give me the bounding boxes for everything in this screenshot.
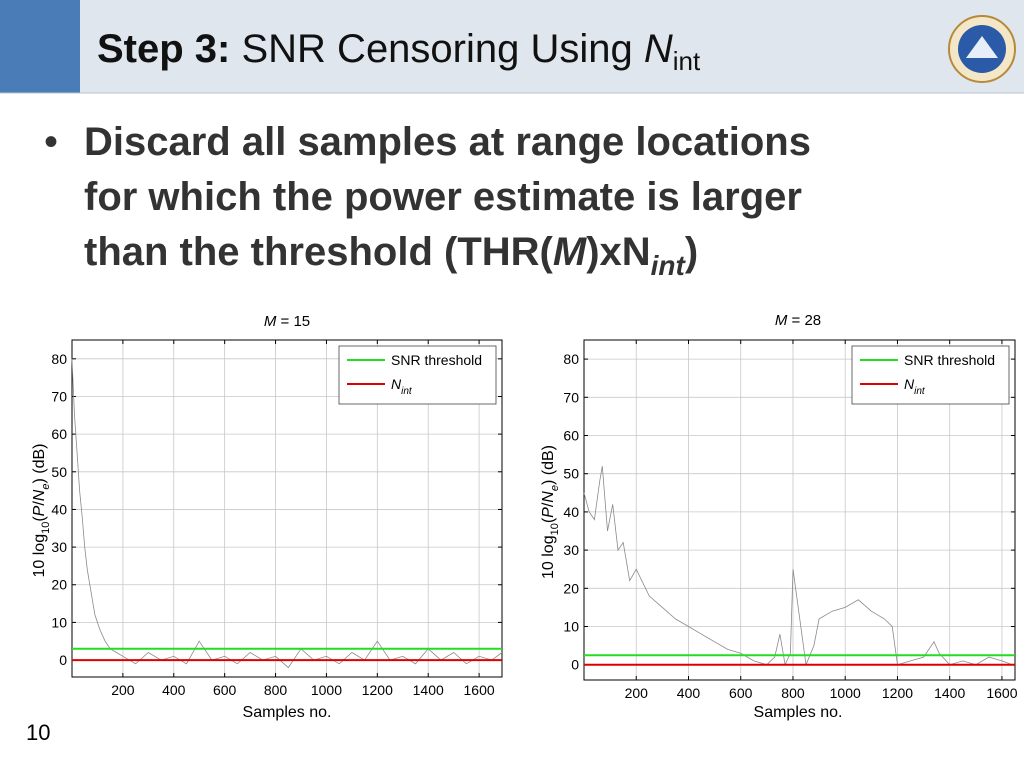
y-tick-label: 70 bbox=[563, 389, 579, 405]
y-label-part: ) (dB) bbox=[540, 445, 557, 485]
y-axis-label: 10 log10(P/Ne) (dB) bbox=[31, 444, 52, 578]
bullet-sub: int bbox=[651, 250, 687, 281]
y-tick-label: 30 bbox=[563, 542, 579, 558]
x-tick-label: 1600 bbox=[986, 685, 1017, 701]
legend-label: Nint bbox=[391, 376, 413, 397]
bullet-line: than the threshold (THR( bbox=[84, 230, 554, 274]
legend-name: SNR threshold bbox=[904, 352, 995, 368]
title-text: = 28 bbox=[792, 312, 822, 329]
title-symbol: M bbox=[264, 313, 277, 330]
y-label-part: ( bbox=[540, 517, 557, 523]
y-label-part: ) (dB) bbox=[31, 444, 48, 484]
x-tick-label: 1200 bbox=[882, 685, 913, 701]
bullet-text: ) bbox=[685, 230, 698, 274]
bullet-dot: • bbox=[44, 120, 58, 164]
x-tick-label: 1000 bbox=[830, 685, 861, 701]
y-tick-label: 60 bbox=[51, 426, 67, 442]
y-axis-label: 10 log10(P/Ne) (dB) bbox=[540, 445, 561, 579]
x-tick-label: 400 bbox=[162, 682, 186, 698]
legend-label: Nint bbox=[904, 376, 926, 397]
y-tick-label: 0 bbox=[571, 657, 579, 673]
y-tick-label: 60 bbox=[563, 428, 579, 444]
y-tick-label: 30 bbox=[51, 539, 67, 555]
y-label-part: / bbox=[540, 502, 557, 507]
y-label-part: e bbox=[549, 485, 561, 491]
x-tick-label: 600 bbox=[729, 685, 753, 701]
y-tick-label: 80 bbox=[51, 351, 67, 367]
y-tick-label: 10 bbox=[563, 619, 579, 635]
bullet: Discard all samples at range locations fo… bbox=[84, 120, 811, 281]
x-tick-label: 600 bbox=[213, 682, 237, 698]
title-bold: Step 3: bbox=[97, 27, 230, 71]
legend-box bbox=[851, 345, 1010, 405]
bullet-line: Discard all samples at range locations bbox=[84, 120, 811, 164]
bullet-symbol: M bbox=[553, 230, 588, 274]
title-text: = 15 bbox=[281, 313, 311, 330]
x-tick-label: 200 bbox=[111, 682, 135, 698]
legend-name: N bbox=[391, 376, 402, 392]
x-tick-label: 200 bbox=[625, 685, 649, 701]
header-bar bbox=[0, 0, 1024, 93]
x-tick-label: 1400 bbox=[934, 685, 965, 701]
legend-label: SNR threshold bbox=[904, 352, 995, 368]
chart-title: M = 15 bbox=[264, 313, 310, 330]
x-tick-label: 1400 bbox=[413, 682, 444, 698]
chart: 200 400 600 800 1000 1200 1400 1600 0 10 20 30 40 50 6… bbox=[31, 313, 503, 721]
legend-box bbox=[338, 345, 497, 405]
y-label-part: e bbox=[40, 484, 52, 490]
logo bbox=[948, 15, 1016, 83]
title-symbol: M bbox=[775, 312, 788, 329]
y-tick-label: 50 bbox=[563, 466, 579, 482]
y-label-part: N bbox=[31, 489, 48, 501]
y-label-part: 10 bbox=[549, 523, 561, 535]
title-sub: int bbox=[673, 46, 701, 76]
x-tick-label: 400 bbox=[677, 685, 701, 701]
x-tick-label: 1000 bbox=[311, 682, 342, 698]
bullet-text: Discard all samples at range locations fo… bbox=[84, 120, 811, 281]
legend-name: SNR threshold bbox=[391, 352, 482, 368]
y-label-part: 10 log bbox=[31, 534, 48, 578]
legend-sub: int bbox=[914, 386, 926, 397]
y-tick-label: 50 bbox=[51, 464, 67, 480]
y-tick-label: 10 bbox=[51, 614, 67, 630]
chart: 200 400 600 800 1000 1200 1400 1600 0 10 20 30 40 50 6… bbox=[540, 312, 1018, 721]
y-label-part: P bbox=[31, 505, 48, 516]
y-label-part: ( bbox=[31, 516, 48, 522]
x-tick-label: 800 bbox=[264, 682, 288, 698]
x-tick-label: 800 bbox=[781, 685, 805, 701]
x-tick-label: 1200 bbox=[362, 682, 393, 698]
y-label-part: 10 bbox=[40, 522, 52, 534]
title-text: SNR Censoring Using bbox=[241, 27, 632, 71]
y-label-part: / bbox=[31, 501, 48, 506]
y-tick-label: 20 bbox=[51, 577, 67, 593]
page-number: 10 bbox=[26, 720, 50, 745]
x-axis-label: Samples no. bbox=[754, 704, 843, 721]
y-tick-label: 40 bbox=[563, 504, 579, 520]
chart-title: M = 28 bbox=[775, 312, 821, 329]
y-tick-label: 0 bbox=[59, 652, 67, 668]
y-tick-label: 20 bbox=[563, 580, 579, 596]
legend-name: N bbox=[904, 376, 915, 392]
title-symbol: N bbox=[644, 27, 673, 71]
legend-sub: int bbox=[401, 386, 413, 397]
bullet-text: )xN bbox=[586, 230, 650, 274]
bullet-line: for which the power estimate is larger bbox=[84, 175, 802, 219]
y-tick-label: 70 bbox=[51, 388, 67, 404]
y-label-part: P bbox=[540, 507, 557, 518]
y-label-part: 10 log bbox=[540, 535, 557, 579]
x-tick-label: 1600 bbox=[464, 682, 495, 698]
slide-title: Step 3: SNR Censoring Using Nint bbox=[97, 27, 701, 76]
legend-label: SNR threshold bbox=[391, 352, 482, 368]
x-axis-label: Samples no. bbox=[243, 704, 332, 721]
header-accent bbox=[0, 0, 80, 93]
y-label-part: N bbox=[540, 491, 557, 503]
y-tick-label: 80 bbox=[563, 351, 579, 367]
y-tick-label: 40 bbox=[51, 501, 67, 517]
